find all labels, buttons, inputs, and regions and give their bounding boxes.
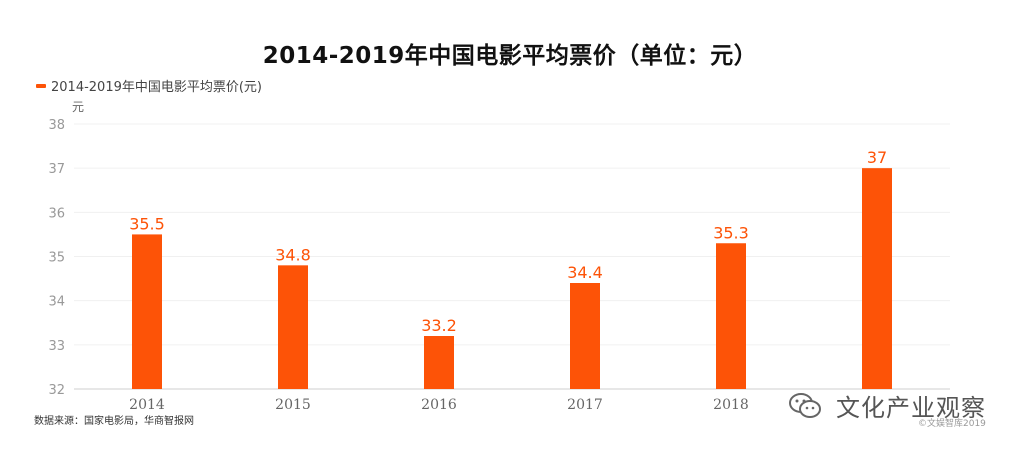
y-tick-label: 36 (48, 206, 65, 221)
watermark-text: 文化产业观察 (836, 394, 986, 422)
data-label: 33.2 (421, 316, 457, 335)
y-axis-unit-label: 元 (72, 100, 85, 114)
x-tick-label: 2017 (567, 397, 603, 413)
chart-title: 2014-2019年中国电影平均票价（单位：元） (262, 43, 758, 69)
y-tick-label: 38 (48, 118, 65, 133)
x-tick-label: 2018 (713, 397, 749, 413)
y-tick-label: 33 (48, 339, 65, 354)
wechat-icon (789, 392, 821, 418)
data-label: 34.8 (275, 245, 311, 264)
x-tick-label: 2014 (129, 397, 165, 413)
x-tick-label: 2016 (421, 397, 457, 413)
legend-swatch (36, 83, 46, 88)
bar (278, 265, 308, 389)
bar (132, 234, 162, 389)
y-tick-label: 32 (48, 383, 65, 398)
bar (424, 336, 454, 389)
source-note: 数据来源：国家电影局，华商智报网 (34, 416, 194, 427)
y-tick-label: 35 (48, 251, 65, 266)
credit-note: ©文娱智库2019 (918, 419, 986, 429)
legend-label: 2014-2019年中国电影平均票价(元) (51, 80, 263, 95)
y-tick-label: 34 (48, 295, 65, 310)
x-tick-label: 2015 (275, 397, 311, 413)
watermark: 文化产业观察 (788, 388, 986, 423)
y-tick-label: 37 (48, 162, 65, 177)
bar (862, 168, 892, 389)
data-label: 35.3 (713, 223, 749, 242)
bar (716, 243, 746, 389)
data-label: 34.4 (567, 263, 603, 282)
bar (570, 283, 600, 389)
data-label: 37 (867, 148, 887, 167)
data-label: 35.5 (129, 214, 165, 233)
legend: 2014-2019年中国电影平均票价(元) (36, 76, 262, 95)
